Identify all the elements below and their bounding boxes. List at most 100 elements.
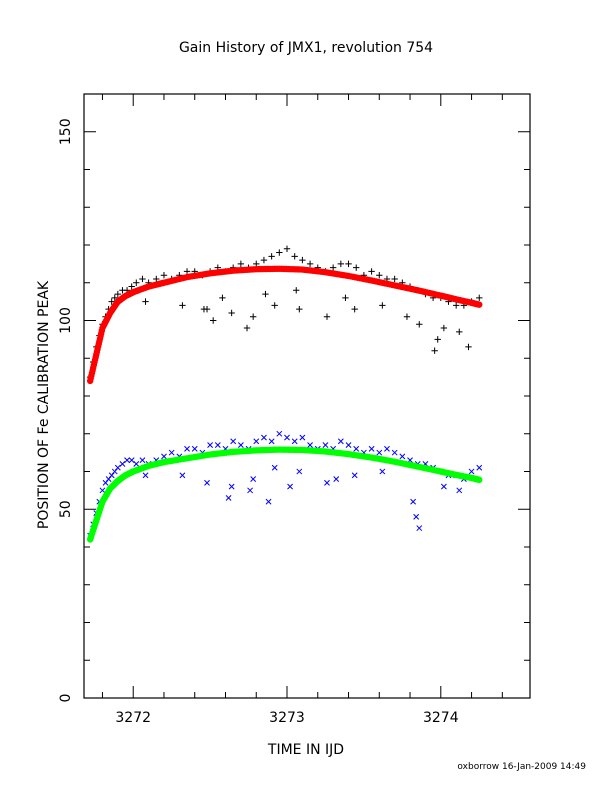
data-point — [128, 283, 135, 290]
data-point — [465, 343, 472, 351]
data-point — [353, 264, 360, 271]
data-point — [99, 487, 106, 494]
data-point — [276, 430, 283, 437]
data-point — [225, 495, 232, 501]
data-point — [353, 445, 360, 452]
data-point — [345, 442, 352, 448]
data-point — [168, 449, 175, 456]
data-point — [139, 457, 146, 464]
data-point — [284, 434, 290, 441]
data-point — [403, 313, 411, 320]
y-tick-label: 0 — [58, 694, 74, 703]
data-point — [476, 294, 483, 302]
x-axis-label: TIME IN IJD — [267, 742, 344, 758]
data-point — [440, 324, 448, 332]
data-point — [391, 275, 398, 283]
data-point — [250, 476, 257, 482]
data-point — [237, 260, 245, 268]
data-point — [307, 442, 313, 448]
plot-frame — [83, 93, 531, 699]
x-tick-label: 3274 — [423, 710, 459, 726]
data-point — [440, 483, 447, 490]
data-point — [179, 472, 186, 479]
data-point — [108, 298, 115, 305]
footer-stamp: oxborrow 16-Jan-2009 14:49 — [457, 762, 586, 772]
data-point — [228, 483, 235, 490]
data-point — [243, 324, 251, 332]
data-point — [191, 445, 198, 452]
data-point — [322, 442, 329, 448]
data-point — [293, 287, 300, 294]
data-point — [179, 302, 186, 309]
data-point — [276, 249, 283, 256]
y-tick-label: 100 — [58, 307, 74, 334]
data-point — [142, 472, 149, 479]
data-point — [345, 260, 352, 268]
data-point — [379, 302, 386, 309]
data-point — [391, 449, 398, 456]
chart-title: Gain History of JMX1, revolution 754 — [179, 40, 433, 56]
data-point — [376, 272, 383, 279]
y-tick-label: 150 — [58, 118, 74, 145]
data-point — [124, 457, 130, 464]
data-point — [271, 302, 278, 309]
curve-point — [476, 301, 483, 308]
data-point — [299, 434, 306, 441]
data-point — [416, 525, 423, 532]
data-point — [306, 260, 314, 268]
data-point — [431, 347, 438, 354]
data-point — [209, 317, 217, 324]
data-point — [249, 313, 257, 320]
data-point — [287, 483, 293, 490]
series-1 — [86, 265, 483, 385]
y-tick-label: 50 — [58, 500, 74, 518]
data-point — [114, 290, 122, 298]
data-point — [111, 294, 118, 302]
data-point — [119, 461, 126, 467]
data-point — [368, 445, 375, 452]
data-point — [410, 498, 417, 505]
data-point — [261, 434, 267, 441]
data-point — [413, 513, 420, 520]
data-point — [268, 438, 275, 445]
data-point — [399, 453, 406, 460]
data-point — [153, 275, 160, 283]
data-point — [228, 309, 235, 317]
data-point — [207, 442, 214, 448]
data-point — [204, 479, 210, 486]
data-point — [133, 461, 140, 467]
data-point — [265, 498, 272, 505]
data-point — [214, 442, 221, 448]
data-point — [329, 264, 337, 271]
data-point — [416, 321, 423, 328]
data-point — [456, 487, 463, 494]
data-point — [333, 476, 340, 482]
axes: 3272 3273 3274 0 50 100 150 — [58, 93, 530, 726]
data-point — [200, 305, 208, 313]
data-point — [160, 272, 168, 279]
data-point — [351, 472, 358, 479]
data-point — [337, 438, 344, 445]
x-tick-label: 3272 — [115, 710, 151, 726]
data-point — [133, 279, 140, 286]
data-point — [468, 468, 475, 475]
data-point — [128, 457, 135, 464]
data-point — [323, 313, 331, 320]
data-point — [351, 305, 358, 313]
data-point — [291, 438, 298, 445]
y-axis-label: POSITION OF Fe CALIBRATION PEAK — [36, 280, 52, 529]
data-point — [262, 290, 269, 298]
series-3 — [86, 446, 483, 543]
data-point — [283, 245, 291, 252]
data-point — [376, 449, 383, 456]
data-point — [299, 256, 306, 264]
series-layer — [86, 245, 483, 543]
data-point — [452, 302, 460, 309]
x-tick-label: 3273 — [269, 710, 305, 726]
data-point — [142, 298, 149, 305]
curve-point — [476, 476, 483, 484]
data-point — [291, 253, 298, 260]
data-point — [379, 468, 386, 475]
data-point — [268, 253, 275, 260]
